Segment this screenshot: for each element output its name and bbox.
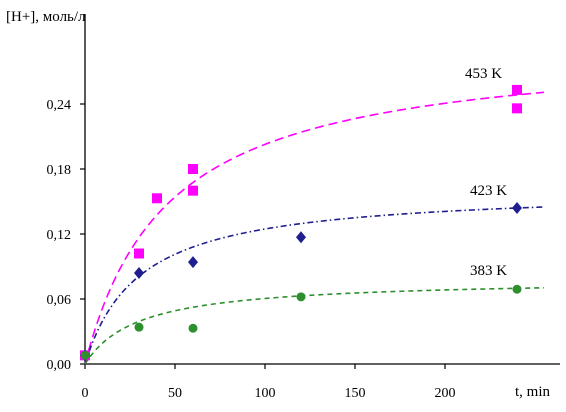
y-axis-title: [H+], моль/л xyxy=(6,9,86,25)
data-point xyxy=(188,185,198,196)
data-point xyxy=(134,248,144,259)
data-point xyxy=(512,84,522,95)
y-tick-label: 0,00 xyxy=(47,358,72,373)
series-label: 423 K xyxy=(470,183,507,199)
data-point xyxy=(188,323,198,333)
data-point xyxy=(512,103,522,114)
data-point xyxy=(296,292,306,302)
fit-curves xyxy=(84,91,545,365)
x-tick-label: 100 xyxy=(255,386,276,401)
y-tick-label: 0,18 xyxy=(47,163,72,178)
data-point xyxy=(512,284,522,294)
x-tick-label: 200 xyxy=(435,386,456,401)
x-tick-label: 50 xyxy=(168,386,182,401)
x-axis-title: t, min xyxy=(515,384,551,400)
ticks: 0,00 0,06 0,12 0,18 0,24 0 50 100 150 200 xyxy=(47,98,456,401)
data-point xyxy=(134,267,144,279)
data-point xyxy=(188,164,198,174)
data-point xyxy=(80,350,90,360)
data-point xyxy=(512,202,522,214)
fit-curve-423-k xyxy=(84,206,545,365)
data-point xyxy=(296,231,306,244)
y-tick-label: 0,12 xyxy=(47,228,72,243)
fit-curve-383-k xyxy=(84,287,545,365)
series-label: 453 K xyxy=(465,66,502,82)
axes xyxy=(84,14,560,365)
series-labels: 453 K 423 K 383 K xyxy=(465,66,507,279)
series-label: 383 K xyxy=(470,263,507,279)
data-point xyxy=(134,322,144,332)
y-tick-label: 0,24 xyxy=(47,98,72,113)
data-points xyxy=(80,84,522,362)
x-tick-label: 150 xyxy=(345,386,366,401)
data-point xyxy=(152,193,162,204)
x-tick-label: 0 xyxy=(82,386,89,401)
fit-curve-453-k xyxy=(84,91,545,365)
data-point xyxy=(188,256,198,269)
y-tick-label: 0,06 xyxy=(47,293,72,308)
